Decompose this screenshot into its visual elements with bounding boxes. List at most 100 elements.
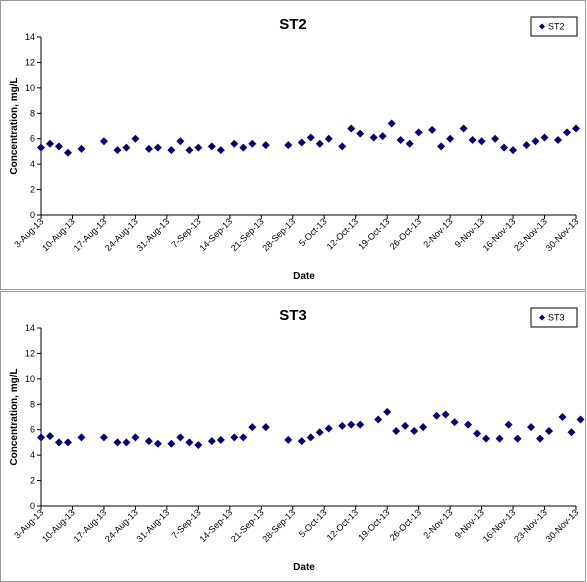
legend-box bbox=[530, 16, 578, 37]
data-point bbox=[509, 146, 518, 155]
data-point bbox=[527, 423, 536, 432]
x-tick-label: 30-Nov-13 bbox=[544, 216, 581, 253]
y-tick-label: 0 bbox=[30, 210, 35, 220]
data-point bbox=[77, 144, 86, 153]
data-point bbox=[459, 124, 468, 133]
data-point bbox=[441, 410, 450, 419]
data-point bbox=[261, 423, 270, 432]
chart-svg-st2: ST2 ST2024681012143-Aug-1310-Aug-1317-Aug… bbox=[9, 16, 581, 282]
data-point bbox=[207, 142, 216, 151]
data-point bbox=[383, 407, 392, 416]
data-point bbox=[167, 146, 176, 155]
chart-svg-st3: ST3 ST3024681012143-Aug-1310-Aug-1317-Aug… bbox=[9, 307, 585, 573]
data-point bbox=[396, 135, 405, 144]
y-tick-label: 12 bbox=[25, 57, 35, 67]
data-point bbox=[167, 439, 176, 448]
x-tick-label: 5-Oct-13 bbox=[297, 216, 329, 248]
y-tick-label: 2 bbox=[30, 476, 35, 486]
x-tick-label: 17-Aug-13 bbox=[72, 216, 109, 253]
legend: ST2 bbox=[530, 16, 578, 37]
x-tick-label: 12-Oct-13 bbox=[325, 507, 360, 542]
data-point bbox=[176, 433, 185, 442]
data-point bbox=[491, 134, 500, 143]
legend: ST3 bbox=[530, 307, 578, 328]
data-point bbox=[122, 438, 131, 447]
data-point bbox=[99, 433, 108, 442]
data-point bbox=[563, 128, 572, 137]
data-point bbox=[428, 125, 437, 134]
data-point bbox=[450, 418, 459, 427]
legend-label: ST3 bbox=[548, 313, 565, 323]
data-point bbox=[554, 135, 563, 144]
y-tick-label: 10 bbox=[25, 374, 35, 384]
y-axis-title: Concentration, mg/L bbox=[9, 368, 20, 465]
data-point bbox=[63, 438, 72, 447]
y-tick-label: 8 bbox=[30, 399, 35, 409]
y-tick-label: 14 bbox=[25, 323, 35, 333]
data-point bbox=[144, 437, 153, 446]
data-point bbox=[248, 139, 257, 148]
data-point bbox=[468, 135, 477, 144]
data-point bbox=[284, 435, 293, 444]
data-point bbox=[572, 124, 580, 133]
y-tick-label: 2 bbox=[30, 185, 35, 195]
data-point bbox=[495, 434, 504, 443]
data-point bbox=[131, 134, 140, 143]
x-tick-label: 12-Oct-13 bbox=[325, 216, 360, 251]
data-point bbox=[338, 142, 347, 151]
data-point bbox=[347, 124, 356, 133]
data-point bbox=[504, 420, 513, 429]
x-tick-label: 26-Oct-13 bbox=[388, 216, 423, 251]
data-point bbox=[239, 433, 248, 442]
data-point bbox=[63, 148, 72, 157]
data-point bbox=[369, 133, 378, 142]
data-point bbox=[387, 119, 396, 128]
y-tick-label: 12 bbox=[25, 348, 35, 358]
data-point bbox=[414, 128, 423, 137]
data-point bbox=[176, 137, 185, 146]
x-tick-label: 23-Nov-13 bbox=[512, 216, 549, 253]
x-axis-title: Date bbox=[293, 562, 315, 573]
data-point bbox=[576, 415, 585, 424]
x-tick-label: 24-Aug-13 bbox=[103, 216, 140, 253]
y-tick-label: 6 bbox=[30, 425, 35, 435]
y-tick-label: 6 bbox=[30, 134, 35, 144]
data-point bbox=[306, 133, 315, 142]
data-point bbox=[338, 421, 347, 430]
y-tick-label: 14 bbox=[25, 32, 35, 42]
data-point bbox=[131, 433, 140, 442]
data-point bbox=[401, 421, 410, 430]
data-point bbox=[194, 440, 203, 449]
y-tick-label: 0 bbox=[30, 501, 35, 511]
legend-box bbox=[530, 307, 578, 328]
data-point bbox=[77, 433, 86, 442]
chart-panel-st3: ST3 ST3 0 2 4 6 8 10 12 14 3-Aug-13 10-Aug-13 17-Aug… bbox=[0, 291, 586, 582]
data-point bbox=[513, 434, 522, 443]
data-point bbox=[531, 137, 540, 146]
data-point bbox=[297, 138, 306, 147]
data-point bbox=[536, 434, 545, 443]
data-point bbox=[464, 420, 473, 429]
data-point bbox=[347, 420, 356, 429]
x-tick-label: 31-Aug-13 bbox=[135, 216, 172, 253]
data-point bbox=[207, 437, 216, 446]
data-point bbox=[432, 411, 441, 420]
data-point bbox=[54, 438, 63, 447]
x-tick-label: 19-Oct-13 bbox=[356, 507, 391, 542]
data-point bbox=[122, 143, 131, 152]
data-point bbox=[306, 433, 315, 442]
data-point bbox=[324, 424, 333, 433]
legend-marker bbox=[539, 23, 545, 30]
x-tick-label: 14-Sep-13 bbox=[197, 507, 234, 544]
data-point bbox=[99, 137, 108, 146]
data-point bbox=[477, 137, 486, 146]
x-axis-title: Date bbox=[293, 271, 315, 282]
data-point bbox=[144, 144, 153, 153]
x-tick-label: 17-Aug-13 bbox=[72, 507, 109, 544]
data-point bbox=[437, 142, 446, 151]
data-point bbox=[239, 143, 248, 152]
x-tick-label: 30-Nov-13 bbox=[544, 507, 581, 544]
data-point bbox=[378, 132, 387, 141]
data-point bbox=[216, 435, 225, 444]
x-tick-label: 23-Nov-13 bbox=[512, 507, 549, 544]
